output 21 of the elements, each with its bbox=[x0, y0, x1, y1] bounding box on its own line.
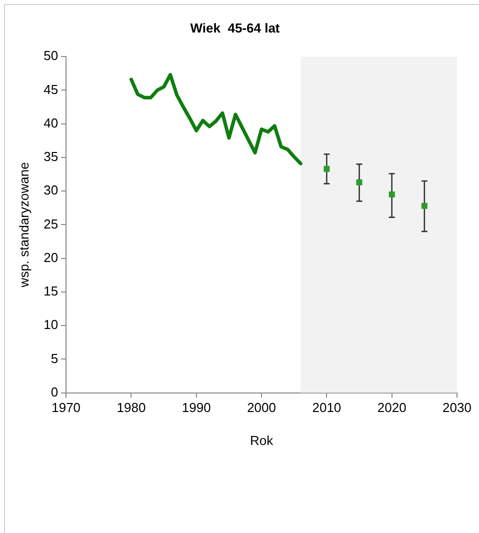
y-tick-label: 0 bbox=[50, 384, 58, 400]
y-tick-label: 50 bbox=[44, 48, 58, 64]
y-tick-label: 15 bbox=[44, 284, 58, 299]
chart-title: Wiek 45-64 lat bbox=[190, 20, 280, 36]
y-tick-label: 25 bbox=[44, 216, 58, 232]
x-axis-title: Rok bbox=[250, 432, 274, 448]
x-tick-label: 2030 bbox=[442, 400, 472, 416]
y-tick-label: 20 bbox=[44, 250, 58, 265]
y-tick-label: 40 bbox=[44, 115, 58, 130]
y-tick-label: 10 bbox=[44, 317, 58, 332]
x-tick-label: 2000 bbox=[247, 400, 276, 416]
y-tick-label: 35 bbox=[44, 149, 58, 164]
x-tick-label: 1990 bbox=[182, 400, 211, 416]
y-axis-title: wsp. standaryzowane bbox=[16, 162, 32, 288]
x-tick-label: 2020 bbox=[377, 400, 406, 416]
y-tick-label: 45 bbox=[44, 82, 58, 97]
x-tick-label: 2010 bbox=[312, 400, 342, 416]
x-tick-label: 1980 bbox=[116, 400, 146, 416]
y-tick-label: 5 bbox=[50, 350, 58, 366]
y-tick-label: 30 bbox=[44, 182, 58, 198]
x-tick-label: 1970 bbox=[52, 400, 81, 416]
